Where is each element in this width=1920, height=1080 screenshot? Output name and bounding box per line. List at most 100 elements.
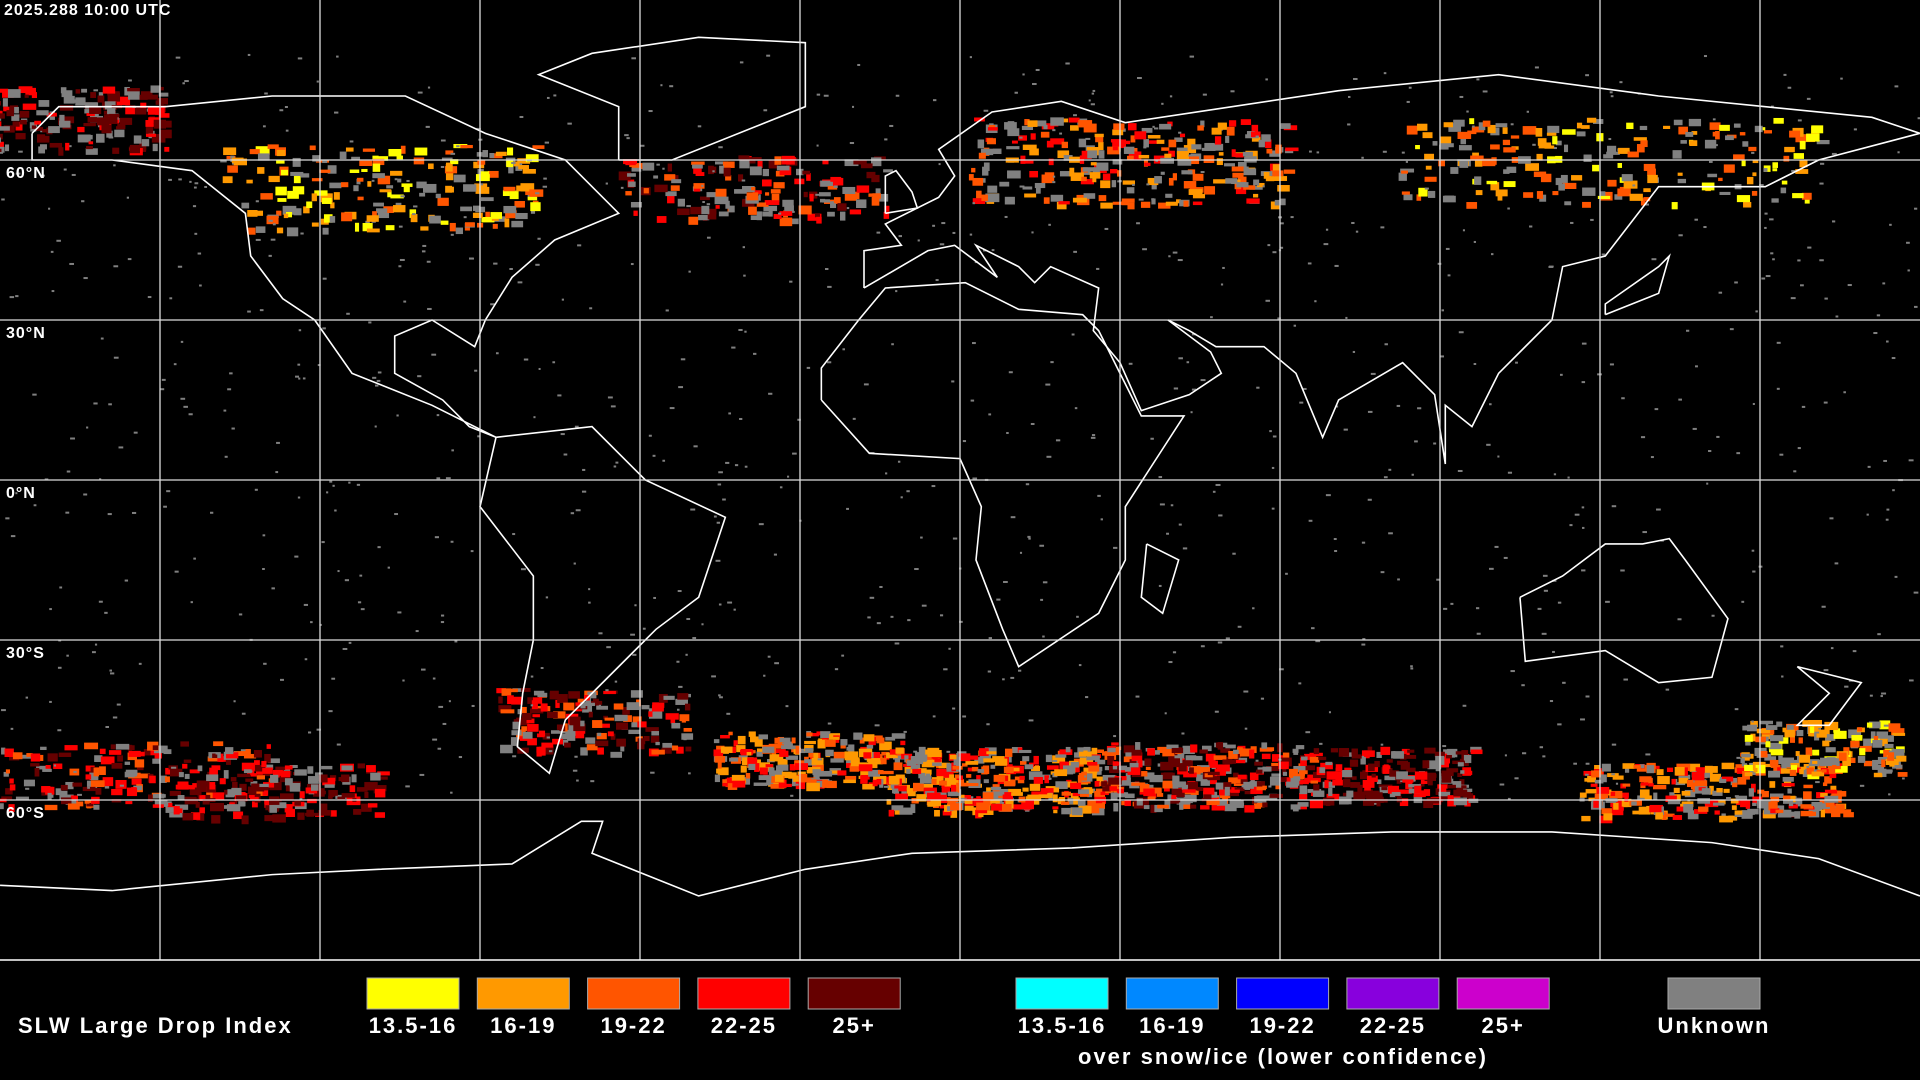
- grey-speck: [215, 752, 219, 755]
- grey-speck: [1532, 143, 1536, 146]
- cloud-pixel: [1094, 790, 1106, 797]
- cloud-pixel: [312, 155, 320, 162]
- grey-speck: [190, 601, 193, 604]
- cloud-pixel: [1799, 140, 1806, 150]
- cloud-pixel: [681, 718, 686, 723]
- cloud-pixel: [1857, 727, 1863, 732]
- cloud-pixel: [1145, 766, 1151, 771]
- grey-speck: [739, 61, 744, 64]
- grey-speck: [969, 56, 972, 59]
- cloud-pixel: [416, 181, 427, 189]
- cloud-pixel: [1011, 792, 1023, 796]
- cloud-pixel: [972, 198, 986, 205]
- cloud-pixel: [1102, 784, 1111, 792]
- cloud-pixel: [651, 749, 665, 755]
- cloud-pixel: [980, 148, 994, 156]
- cloud-pixel: [4, 748, 14, 758]
- cloud-pixel: [511, 220, 524, 228]
- cloud-pixel: [255, 226, 266, 233]
- cloud-pixel: [776, 765, 784, 772]
- cloud-pixel: [306, 201, 313, 209]
- cloud-pixel: [450, 159, 459, 165]
- cloud-pixel: [0, 113, 5, 119]
- cloud-pixel: [1353, 791, 1365, 800]
- cloud-pixel: [1822, 782, 1828, 787]
- cloud-pixel: [1456, 785, 1467, 794]
- cloud-pixel: [164, 776, 170, 783]
- cloud-pixel: [1773, 764, 1781, 772]
- cloud-pixel: [884, 205, 890, 212]
- cloud-pixel: [1798, 754, 1811, 763]
- grey-speck: [727, 601, 733, 604]
- grey-speck: [553, 94, 557, 97]
- cloud-pixel: [12, 121, 20, 127]
- cloud-pixel: [1038, 794, 1053, 799]
- cloud-pixel: [1024, 193, 1037, 198]
- grey-speck: [607, 396, 613, 399]
- cloud-pixel: [1123, 745, 1135, 754]
- cloud-pixel: [592, 720, 603, 728]
- cloud-pixel: [1254, 761, 1263, 766]
- cloud-pixel: [830, 758, 844, 763]
- grey-speck: [1117, 180, 1122, 183]
- cloud-pixel: [1385, 765, 1391, 769]
- coastline: [884, 169, 919, 215]
- grey-speck: [1736, 756, 1741, 759]
- grey-speck: [436, 414, 440, 417]
- cloud-pixel: [872, 193, 881, 199]
- cloud-pixel: [1262, 747, 1275, 752]
- grey-speck: [346, 312, 350, 315]
- grey-speck: [1581, 506, 1585, 509]
- cloud-pixel: [1018, 135, 1027, 141]
- cloud-pixel: [277, 198, 287, 202]
- cloud-pixel: [1718, 177, 1723, 182]
- cloud-pixel: [1857, 756, 1866, 763]
- cloud-pixel: [1643, 163, 1656, 171]
- cloud-pixel: [1068, 117, 1080, 123]
- cloud-pixel: [1406, 767, 1416, 773]
- cloud-pixel: [1681, 790, 1691, 796]
- cloud-pixel: [1109, 786, 1117, 791]
- cloud-pixel: [279, 793, 294, 801]
- grey-speck: [1656, 508, 1661, 511]
- grey-speck: [1776, 387, 1780, 390]
- grey-speck: [1619, 81, 1623, 84]
- cloud-pixel: [1401, 191, 1410, 195]
- cloud-pixel: [1095, 136, 1104, 143]
- grey-speck: [1343, 428, 1348, 431]
- grey-speck: [1189, 55, 1195, 58]
- grey-speck: [1272, 251, 1277, 254]
- cloud-pixel: [320, 803, 328, 813]
- cloud-pixel: [107, 107, 116, 115]
- cloud-pixel: [1443, 122, 1453, 128]
- cloud-pixel: [223, 770, 229, 779]
- cloud-pixel: [1619, 792, 1629, 798]
- cloud-pixel: [1055, 754, 1067, 758]
- cloud-pixel: [189, 787, 202, 796]
- cloud-pixel: [149, 775, 156, 784]
- grey-speck: [763, 674, 766, 677]
- grey-speck: [412, 213, 416, 216]
- cloud-pixel: [1021, 160, 1034, 164]
- cloud-pixel: [773, 214, 782, 219]
- grey-speck: [1917, 117, 1920, 120]
- cloud-pixel: [1350, 782, 1361, 788]
- cloud-pixel: [1419, 783, 1425, 787]
- grey-speck: [1751, 549, 1755, 552]
- cloud-pixel: [1343, 779, 1351, 788]
- cloud-pixel: [1325, 798, 1331, 807]
- grey-speck: [630, 263, 634, 266]
- cloud-pixel: [1562, 129, 1576, 135]
- grey-speck: [440, 621, 445, 624]
- grey-speck: [613, 465, 617, 468]
- cloud-pixel: [827, 733, 841, 738]
- grey-speck: [959, 620, 963, 623]
- grey-speck: [420, 668, 426, 671]
- cloud-pixel: [652, 702, 665, 708]
- grey-speck: [223, 409, 227, 412]
- cloud-pixel: [1863, 738, 1873, 747]
- cloud-pixel: [1745, 741, 1751, 746]
- grey-speck: [41, 174, 45, 177]
- cloud-pixel: [888, 775, 900, 785]
- cloud-pixel: [887, 782, 894, 791]
